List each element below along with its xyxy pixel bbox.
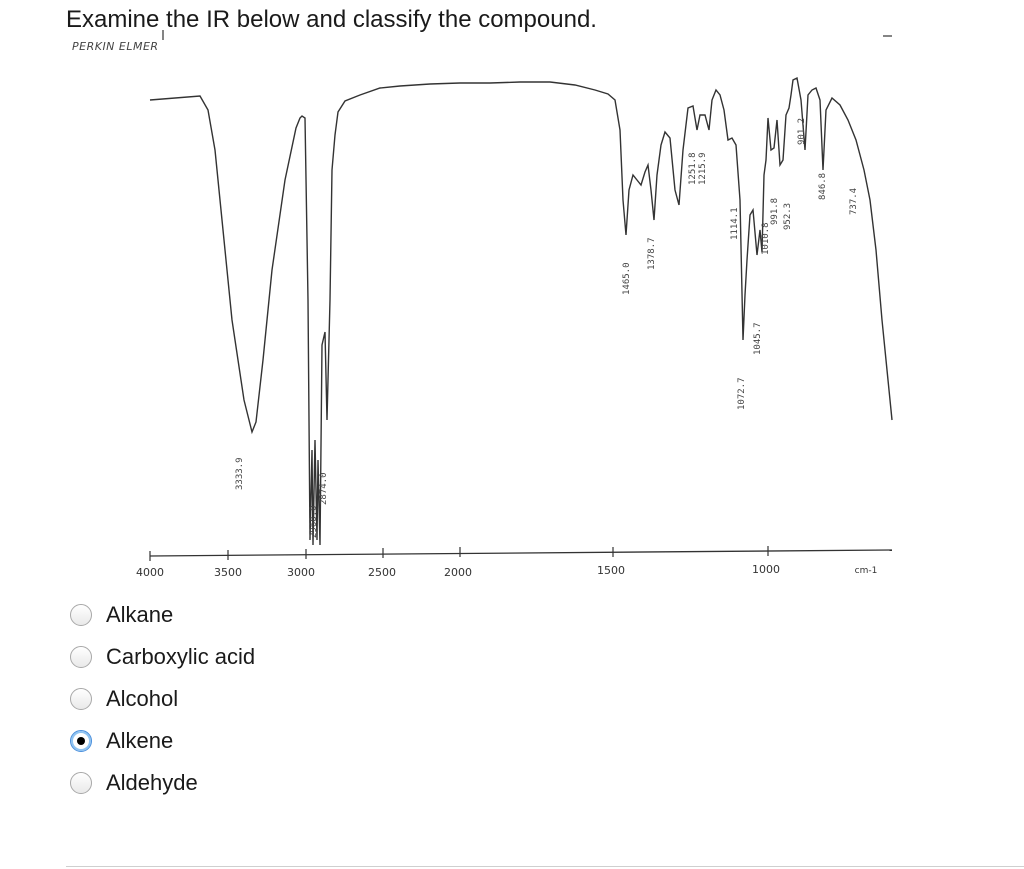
- radio-button[interactable]: [70, 604, 92, 626]
- divider: [66, 866, 1024, 867]
- answer-options: Alkane Carboxylic acid Alcohol Alkene Al…: [70, 594, 255, 804]
- option-alcohol[interactable]: Alcohol: [70, 678, 255, 720]
- ir-spectrum-chart: 3333.9 2968.0 2874.0 1465.0 1378.7 1251.…: [136, 30, 893, 579]
- x-tick-label: 1000: [752, 563, 780, 576]
- radio-button[interactable]: [70, 688, 92, 710]
- x-axis: [149, 549, 893, 557]
- peak-label: 952.3: [783, 203, 793, 230]
- instrument-brand: PERKIN ELMER: [72, 40, 159, 53]
- x-tick-label: 3000: [287, 566, 315, 579]
- peak-label: 2874.0: [319, 472, 329, 505]
- option-label: Alcohol: [106, 686, 179, 711]
- peak-label: 1114.1: [730, 207, 740, 240]
- peak-label: 2968.0: [309, 505, 319, 538]
- peak-label: 1072.7: [737, 377, 747, 410]
- peak-label: 1251.8: [688, 152, 698, 185]
- option-aldehyde[interactable]: Aldehyde: [70, 762, 255, 804]
- option-label: Carboxylic acid: [106, 644, 256, 669]
- x-unit-label: cm-1: [855, 566, 878, 576]
- spectrum-trace: [149, 76, 893, 546]
- peak-label: 737.4: [849, 188, 859, 215]
- radio-dot-icon: [77, 737, 85, 745]
- x-tick-label: 2500: [368, 566, 396, 579]
- x-tick-label: 2000: [444, 566, 472, 579]
- x-tick-label: 4000: [136, 566, 164, 579]
- radio-button-selected[interactable]: [70, 730, 92, 752]
- radio-button[interactable]: [70, 646, 92, 668]
- x-tick-label: 3500: [214, 566, 242, 579]
- option-alkene[interactable]: Alkene: [70, 720, 255, 762]
- peak-label: 901.2: [797, 118, 807, 145]
- radio-button[interactable]: [70, 772, 92, 794]
- peak-label: 1010.8: [761, 222, 771, 255]
- question-text: Examine the IR below and classify the co…: [66, 6, 597, 33]
- peak-label: 1378.7: [647, 237, 657, 270]
- option-label: Aldehyde: [106, 770, 198, 795]
- peak-label: 1215.9: [698, 152, 708, 185]
- peak-label: 3333.9: [235, 457, 245, 490]
- peak-label: 1465.0: [622, 262, 632, 295]
- peak-label: 991.8: [770, 198, 780, 225]
- option-label: Alkane: [106, 602, 174, 627]
- peak-label: 1045.7: [753, 322, 763, 355]
- x-tick-label: 1500: [597, 564, 625, 577]
- option-alkane[interactable]: Alkane: [70, 594, 255, 636]
- option-carboxylic-acid[interactable]: Carboxylic acid: [70, 636, 255, 678]
- peak-label: 846.8: [818, 173, 828, 200]
- option-label: Alkene: [106, 728, 174, 753]
